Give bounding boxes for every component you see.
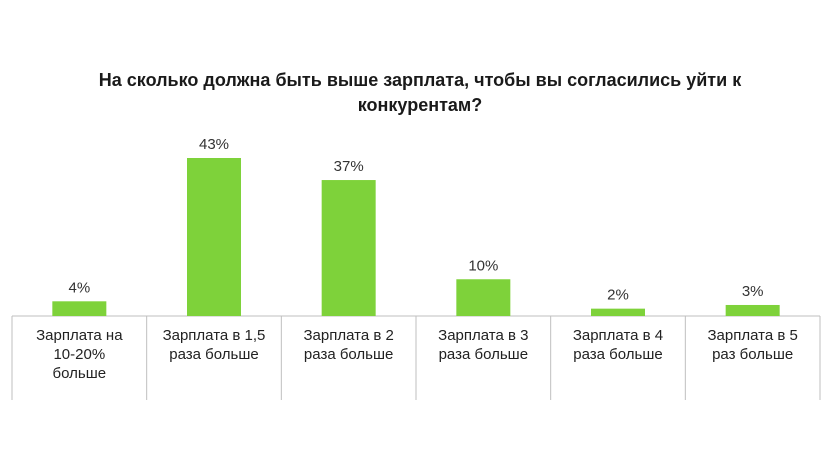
bar <box>187 158 241 316</box>
category-label: Зарплата в 1,5 раза больше <box>162 327 266 363</box>
data-label: 2% <box>607 287 629 304</box>
bar <box>591 308 645 316</box>
data-label: 3% <box>742 283 764 300</box>
data-label: 10% <box>468 257 498 274</box>
category-label: Зарплата на 10-20% больше <box>36 327 123 382</box>
category-label: Зарплата в 4 раза больше <box>572 327 664 363</box>
bar <box>456 279 511 316</box>
data-label: 43% <box>199 136 229 153</box>
category-label: Зарплата в 3 раза больше <box>438 327 529 363</box>
data-label: 4% <box>68 279 90 296</box>
bar <box>321 180 376 316</box>
chart-title: На сколько должна быть выше зарплата, чт… <box>98 70 742 115</box>
bar <box>725 304 780 316</box>
category-label: Зарплата в 5 раз больше <box>707 327 798 363</box>
data-label: 37% <box>334 158 364 175</box>
bar <box>52 301 107 316</box>
category-label: Зарплата в 2 раза больше <box>303 327 394 363</box>
